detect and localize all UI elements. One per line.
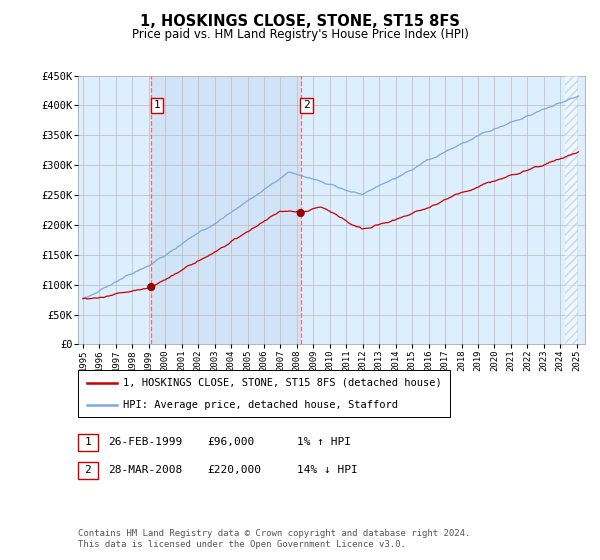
Text: £96,000: £96,000 — [207, 437, 254, 447]
Text: £220,000: £220,000 — [207, 465, 261, 475]
Text: 14% ↓ HPI: 14% ↓ HPI — [297, 465, 358, 475]
Text: Contains HM Land Registry data © Crown copyright and database right 2024.
This d: Contains HM Land Registry data © Crown c… — [78, 529, 470, 549]
Text: 1: 1 — [85, 437, 91, 447]
Text: 1: 1 — [154, 100, 160, 110]
Text: 1% ↑ HPI: 1% ↑ HPI — [297, 437, 351, 447]
Text: Price paid vs. HM Land Registry's House Price Index (HPI): Price paid vs. HM Land Registry's House … — [131, 28, 469, 41]
Point — [296, 208, 305, 217]
Text: 26-FEB-1999: 26-FEB-1999 — [108, 437, 182, 447]
Bar — [151, 76, 301, 344]
Text: 1, HOSKINGS CLOSE, STONE, ST15 8FS (detached house): 1, HOSKINGS CLOSE, STONE, ST15 8FS (deta… — [123, 378, 442, 388]
Text: 2: 2 — [85, 465, 91, 475]
Text: 1, HOSKINGS CLOSE, STONE, ST15 8FS: 1, HOSKINGS CLOSE, STONE, ST15 8FS — [140, 14, 460, 29]
Point — [146, 283, 156, 292]
Text: 2: 2 — [303, 100, 310, 110]
Text: 28-MAR-2008: 28-MAR-2008 — [108, 465, 182, 475]
Text: HPI: Average price, detached house, Stafford: HPI: Average price, detached house, Staf… — [123, 400, 398, 410]
